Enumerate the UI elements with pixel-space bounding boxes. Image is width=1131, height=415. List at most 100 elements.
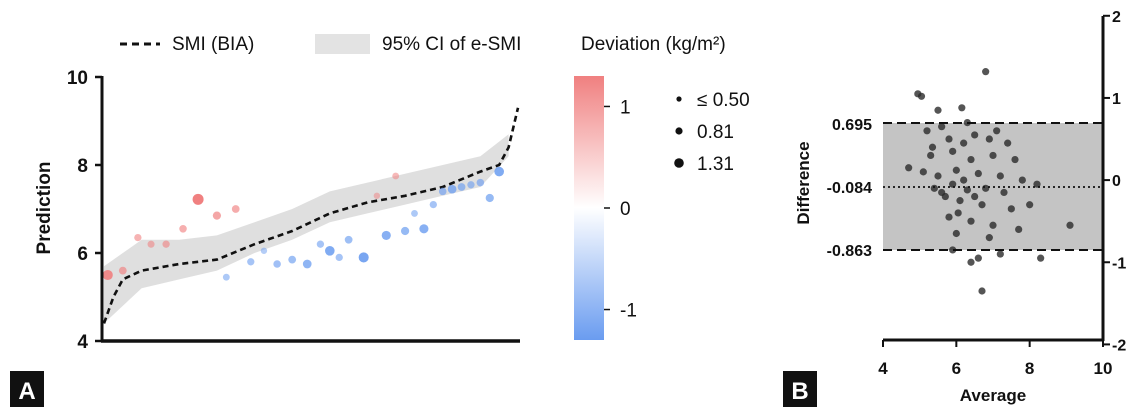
deviation-point — [358, 252, 369, 263]
ba-point — [971, 131, 979, 139]
ba-point — [945, 135, 953, 143]
deviation-point — [381, 230, 391, 240]
ba-point — [923, 127, 931, 135]
y-tick-label-a: 10 — [67, 68, 88, 89]
ba-point — [1026, 201, 1034, 209]
ci-band — [104, 134, 509, 324]
plot-b: 0.695 -0.084 -0.863 4 6 8 10 210-1-2 Averag… — [794, 9, 1126, 405]
ba-point — [949, 147, 957, 155]
colorbar-tick-label: -1 — [620, 301, 637, 322]
deviation-point — [335, 253, 343, 262]
deviation-title: Deviation (kg/m²) — [581, 34, 726, 55]
smi-line — [102, 107, 520, 324]
y-tick-label-b: -2 — [1112, 337, 1126, 354]
deviation-point — [316, 240, 325, 248]
y-ticks-b: 2 1 0 -1 -2 — [1103, 9, 1126, 354]
ba-point — [928, 143, 937, 151]
size-legend-label-small: ≤ 0.50 — [697, 90, 750, 111]
legend-a: SMI (BIA) 95% CI of e-SMI Deviation (kg/… — [120, 34, 726, 55]
deviation-point — [288, 255, 297, 264]
ba-point — [1015, 225, 1023, 233]
ba-point — [982, 184, 990, 192]
ba-point — [917, 92, 926, 100]
ba-point — [1018, 176, 1026, 184]
smi-line-path — [102, 107, 520, 324]
ba-point — [967, 258, 975, 266]
deviation-point — [179, 225, 187, 233]
ba-point — [1011, 155, 1019, 164]
deviation-point — [392, 172, 400, 180]
deviation-point — [344, 235, 353, 244]
deviation-point — [373, 192, 381, 199]
deviation-point — [147, 240, 155, 248]
deviation-points — [102, 166, 504, 281]
ba-point — [952, 166, 960, 174]
x-tick-label-b: 4 — [878, 359, 888, 378]
deviation-point — [467, 181, 475, 189]
ba-point — [927, 151, 935, 160]
ba-point — [905, 164, 913, 172]
deviation-point — [247, 258, 255, 266]
size-legend: ≤ 0.50 0.81 1.31 — [674, 90, 750, 175]
ba-point — [989, 221, 997, 229]
deviation-point — [192, 193, 204, 205]
deviation-point — [476, 178, 485, 187]
ba-point — [1066, 221, 1074, 229]
deviation-point — [438, 187, 447, 196]
deviation-point — [273, 260, 281, 268]
y-tick-label-b: 1 — [1112, 91, 1121, 108]
ba-point — [967, 217, 975, 225]
deviation-point — [429, 200, 437, 209]
ba-point — [985, 234, 993, 242]
ba-point — [996, 172, 1004, 180]
deviation-point — [325, 245, 335, 256]
colorbar-ticks: 1 0 -1 — [604, 97, 637, 322]
ba-point — [960, 139, 968, 147]
colorbar-tick-label: 1 — [620, 97, 631, 118]
ba-point — [967, 155, 975, 164]
lower-loa-label: -0.863 — [827, 243, 872, 260]
size-legend-label-large: 1.31 — [697, 154, 734, 175]
size-legend-dot-medium — [675, 127, 683, 135]
x-tick-label-b: 8 — [1025, 359, 1034, 378]
x-axis-label-b: Average — [960, 386, 1026, 405]
deviation-point — [447, 184, 457, 194]
ba-point — [949, 180, 957, 188]
panel-b-badge — [783, 371, 817, 407]
ba-point — [956, 197, 964, 205]
bland-altman-points — [905, 68, 1074, 295]
ba-point — [996, 250, 1004, 258]
panel-a-badge — [10, 371, 44, 407]
colorbar-tick-label: 0 — [620, 199, 631, 220]
ba-point — [1033, 180, 1041, 188]
ba-point — [1000, 188, 1008, 197]
size-legend-label-medium: 0.81 — [697, 122, 734, 143]
ba-point — [1037, 254, 1045, 262]
deviation-point — [494, 166, 504, 177]
y-tick-label-b: 2 — [1112, 9, 1121, 26]
deviation-point — [457, 183, 466, 191]
ba-point — [978, 287, 986, 295]
deviation-point — [134, 233, 142, 242]
ba-point — [1004, 139, 1012, 147]
ba-point — [985, 135, 993, 143]
ba-point — [919, 168, 927, 176]
size-legend-dot-small — [676, 96, 682, 102]
ba-point — [974, 254, 982, 262]
x-ticks-b: 4 6 8 10 — [878, 340, 1112, 378]
y-tick-label-a: 4 — [77, 332, 88, 353]
y-ticks-a: 4 6 8 10 — [67, 68, 102, 353]
y-tick-label-b: 0 — [1112, 173, 1121, 190]
ba-point — [963, 186, 971, 194]
deviation-point — [162, 240, 170, 248]
ba-point — [974, 169, 982, 178]
upper-loa-label: 0.695 — [832, 117, 872, 134]
ba-point — [971, 192, 979, 201]
colorbar-gradient — [574, 76, 604, 340]
deviation-point — [212, 211, 222, 220]
ba-point — [1007, 205, 1015, 213]
deviation-point — [485, 193, 494, 203]
deviation-point — [400, 226, 410, 236]
legend-band-label: 95% CI of e-SMI — [382, 34, 521, 55]
